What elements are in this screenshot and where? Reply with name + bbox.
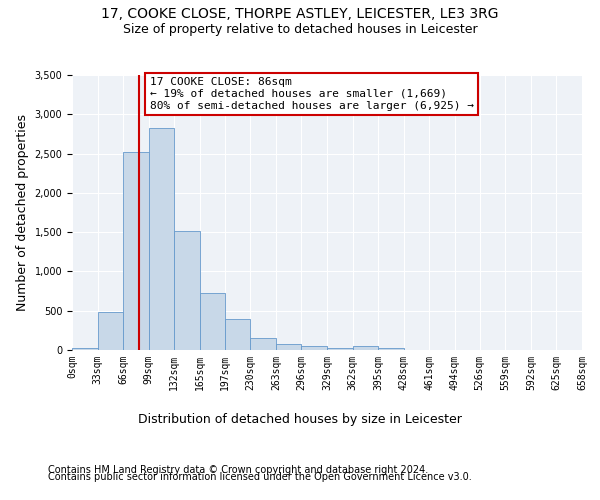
Bar	[98, 312, 123, 350]
Text: Contains public sector information licensed under the Open Government Licence v3: Contains public sector information licen…	[48, 472, 472, 482]
Bar	[378, 348, 404, 350]
Bar	[276, 344, 301, 350]
Bar	[72, 348, 98, 350]
Bar	[175, 232, 200, 350]
Y-axis label: Number of detached properties: Number of detached properties	[16, 114, 29, 311]
Bar	[301, 346, 327, 350]
Text: Contains HM Land Registry data © Crown copyright and database right 2024.: Contains HM Land Registry data © Crown c…	[48, 465, 428, 475]
Text: Size of property relative to detached houses in Leicester: Size of property relative to detached ho…	[122, 22, 478, 36]
Bar	[353, 346, 378, 350]
Bar	[224, 320, 250, 350]
Text: 17 COOKE CLOSE: 86sqm
← 19% of detached houses are smaller (1,669)
80% of semi-d: 17 COOKE CLOSE: 86sqm ← 19% of detached …	[149, 78, 473, 110]
Bar	[149, 128, 175, 350]
Text: 17, COOKE CLOSE, THORPE ASTLEY, LEICESTER, LE3 3RG: 17, COOKE CLOSE, THORPE ASTLEY, LEICESTE…	[101, 8, 499, 22]
Bar	[123, 152, 149, 350]
Bar	[200, 292, 224, 350]
Bar	[327, 348, 353, 350]
Bar	[250, 338, 276, 350]
Text: Distribution of detached houses by size in Leicester: Distribution of detached houses by size …	[138, 412, 462, 426]
